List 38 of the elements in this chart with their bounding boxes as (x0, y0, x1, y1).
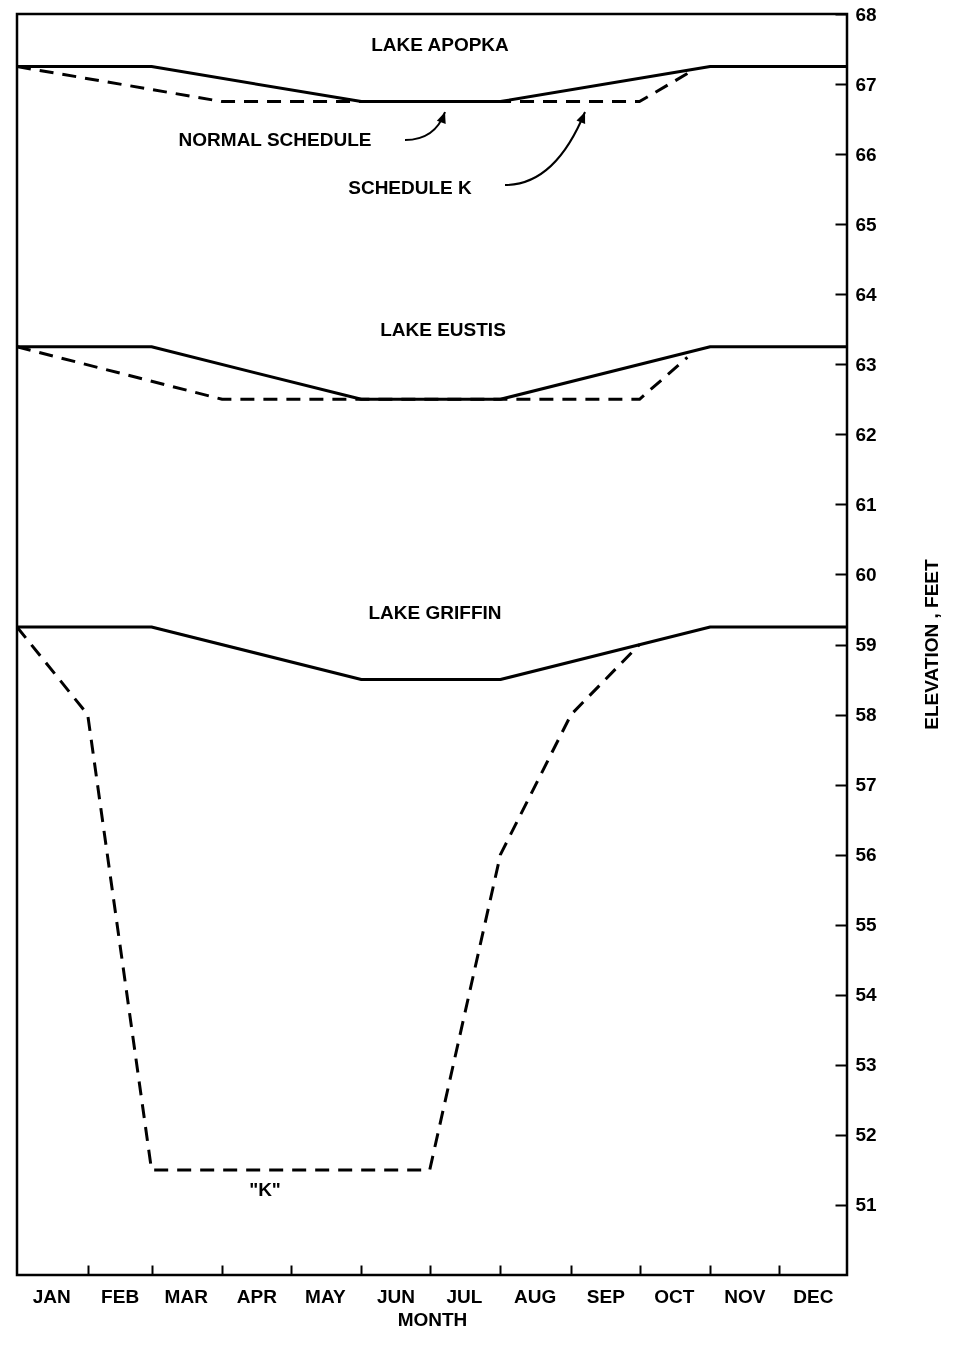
x-tick-label: NOV (724, 1285, 766, 1307)
y-tick-label: 52 (855, 1124, 877, 1146)
annotation: LAKE EUSTIS (380, 319, 506, 340)
y-tick-label: 53 (855, 1054, 877, 1076)
y-tick-label: 68 (855, 3, 877, 25)
y-tick-label: 56 (855, 844, 877, 866)
x-tick-label: JUL (446, 1285, 483, 1307)
y-tick-label: 65 (855, 213, 878, 235)
y-tick-label: 55 (855, 914, 878, 936)
y-tick-label: 60 (855, 563, 877, 585)
x-tick-label: JAN (32, 1285, 71, 1307)
x-tick-label: SEP (586, 1285, 626, 1307)
annotation: SCHEDULE K (348, 177, 473, 198)
y-tick-label: 57 (855, 774, 877, 796)
annotation: "K" (249, 1179, 281, 1200)
x-tick-label: APR (236, 1285, 278, 1307)
y-tick-label: 67 (855, 73, 877, 95)
annotation: LAKE APOPKA (371, 34, 510, 55)
y-tick-label: 59 (855, 634, 877, 655)
y-tick-label: 54 (855, 984, 878, 1006)
x-tick-label: MAY (305, 1285, 346, 1307)
y-tick-label: 66 (855, 143, 877, 165)
y-tick-label: 58 (855, 704, 877, 726)
x-tick-label: DEC (793, 1285, 834, 1307)
y-tick-label: 63 (855, 353, 877, 375)
annotation: LAKE GRIFFIN (368, 602, 502, 623)
y-tick-label: 61 (855, 493, 878, 515)
x-axis-title: MONTH (397, 1308, 468, 1330)
x-tick-label: FEB (101, 1285, 140, 1307)
x-tick-label: MAR (164, 1285, 209, 1307)
x-tick-label: AUG (513, 1285, 557, 1307)
x-tick-label: OCT (654, 1285, 695, 1307)
y-tick-label: 51 (855, 1194, 878, 1216)
annotation: NORMAL SCHEDULE (178, 129, 372, 150)
y-tick-label: 64 (855, 283, 878, 305)
y-tick-label: 62 (855, 423, 877, 445)
x-tick-label: JUN (377, 1285, 416, 1307)
y-axis-title: ELEVATION , FEET (920, 558, 942, 730)
